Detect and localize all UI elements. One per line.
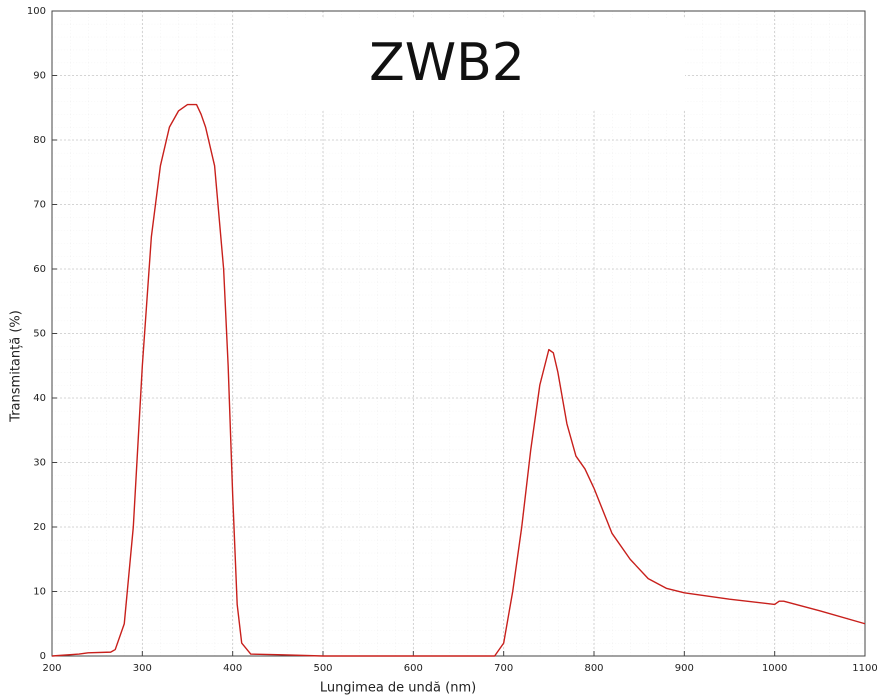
x-tick-label: 800: [584, 663, 603, 674]
y-tick-label: 80: [33, 135, 46, 146]
x-tick-label: 1000: [762, 663, 787, 674]
x-tick-label: 900: [675, 663, 694, 674]
x-tick-label: 500: [313, 663, 332, 674]
y-tick-label: 40: [33, 393, 46, 404]
y-tick-label: 70: [33, 200, 46, 211]
title-box: [240, 18, 685, 110]
y-tick-label: 90: [33, 71, 46, 82]
x-tick-label: 300: [133, 663, 152, 674]
y-tick-label: 0: [40, 651, 46, 662]
y-tick-label: 30: [33, 458, 46, 469]
y-tick-label: 50: [33, 329, 46, 340]
x-tick-label: 1100: [852, 663, 877, 674]
x-tick-label: 600: [404, 663, 423, 674]
data-line: [51, 103, 866, 657]
chart-title: ZWB2: [369, 33, 525, 93]
y-tick-label: 20: [33, 522, 46, 533]
x-tick-label: 400: [223, 663, 242, 674]
y-tick-label: 60: [33, 264, 46, 275]
x-axis-label: Lungimea de undă (nm): [320, 681, 476, 696]
y-tick-label: 10: [33, 587, 46, 598]
x-tick-label: 700: [494, 663, 513, 674]
x-tick-label: 200: [42, 663, 61, 674]
y-tick-label: 100: [27, 6, 46, 17]
y-axis-label: Transmitanță (%): [9, 310, 24, 423]
